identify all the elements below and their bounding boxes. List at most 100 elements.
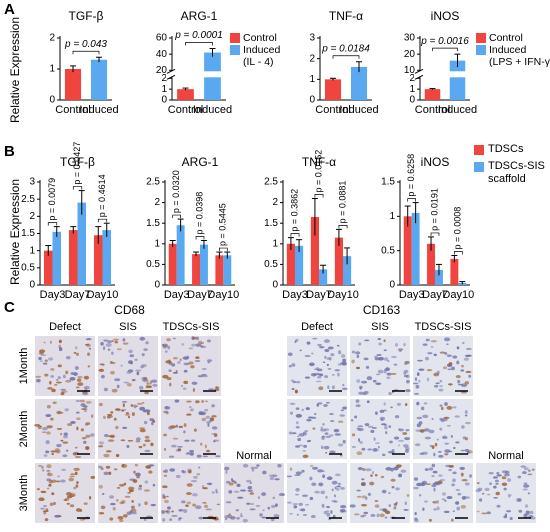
cell (456, 506, 461, 511)
cell (51, 452, 55, 456)
cell (444, 453, 449, 456)
cell (215, 491, 219, 494)
legend-swatch (230, 45, 240, 55)
cell (249, 482, 252, 484)
cell (183, 430, 186, 434)
bar (223, 255, 232, 285)
cell (349, 504, 356, 508)
cell (377, 369, 384, 374)
p-bracket (219, 247, 228, 252)
cell (359, 440, 363, 444)
cell (211, 426, 218, 430)
cell (319, 346, 325, 349)
cell (46, 431, 51, 435)
cell (192, 503, 197, 507)
cell (42, 427, 48, 431)
cell (404, 501, 407, 506)
column-label: Defect (49, 321, 81, 333)
cell (356, 427, 360, 430)
cell (435, 500, 440, 504)
cell (198, 466, 201, 469)
cell (373, 437, 376, 441)
cell (77, 382, 84, 386)
cell (116, 486, 121, 489)
cell (88, 495, 92, 500)
cell (448, 383, 453, 386)
cell (416, 423, 421, 428)
cell (250, 466, 255, 470)
legend-item: TDSCs-SIS scaffold (474, 160, 550, 186)
cell (268, 474, 273, 477)
cell (375, 411, 378, 415)
cell (465, 347, 472, 351)
y-tick-label: 0 (272, 280, 278, 291)
cell (315, 380, 322, 383)
p-value: p = 0.0008 (453, 207, 463, 250)
cell (322, 470, 325, 473)
cell (247, 485, 253, 490)
legend-label: Induced (243, 44, 281, 56)
cell (312, 337, 318, 340)
cell (60, 432, 63, 436)
cell (195, 356, 200, 359)
cell (357, 425, 364, 428)
cell (259, 513, 263, 517)
cell (204, 504, 208, 509)
cell (206, 421, 211, 424)
cell (171, 510, 174, 513)
cell (75, 484, 79, 488)
cell (396, 402, 402, 406)
cell (400, 469, 407, 473)
cell (166, 495, 169, 498)
cell (319, 373, 324, 377)
chart-title: ARG-1 (182, 155, 219, 169)
cell (46, 478, 52, 482)
cell (441, 498, 446, 501)
cell (146, 382, 150, 385)
cell (324, 348, 330, 353)
cell (358, 438, 361, 442)
cell (318, 386, 324, 391)
cell (525, 510, 530, 514)
cell (424, 468, 429, 471)
cell (434, 384, 439, 388)
x-tick-label: Induced (438, 104, 477, 116)
row-label: 2Month (18, 411, 30, 448)
cell (206, 449, 210, 453)
cell (340, 409, 345, 412)
cell (361, 495, 367, 499)
y-tick-label: 2 (161, 73, 167, 84)
cell (193, 428, 197, 432)
cell (433, 353, 437, 357)
cell (135, 437, 141, 441)
cell (507, 494, 512, 496)
cell (531, 468, 535, 471)
cell (478, 498, 483, 502)
cell (74, 446, 78, 449)
cell (325, 435, 331, 438)
cell (216, 503, 221, 506)
cell (113, 417, 117, 421)
cell (451, 483, 455, 487)
cell (205, 415, 211, 419)
p-value: p = 0.0191 (429, 188, 439, 231)
y-tick-label: 0 (29, 280, 35, 291)
cell (139, 406, 146, 411)
cell (55, 381, 62, 384)
cell (504, 513, 508, 517)
cell (390, 478, 396, 482)
cell (38, 464, 42, 467)
cell (414, 517, 418, 521)
cell (64, 408, 70, 412)
cell (301, 408, 304, 412)
cell (211, 415, 217, 418)
cell (336, 487, 340, 491)
cell (418, 494, 422, 497)
cell (207, 361, 211, 364)
bar (177, 89, 194, 100)
cell (242, 518, 248, 523)
y-tick-label: 20 (156, 65, 168, 76)
axis-break (414, 71, 472, 78)
y-tick-label: 1 (49, 64, 55, 75)
cell (43, 505, 47, 507)
